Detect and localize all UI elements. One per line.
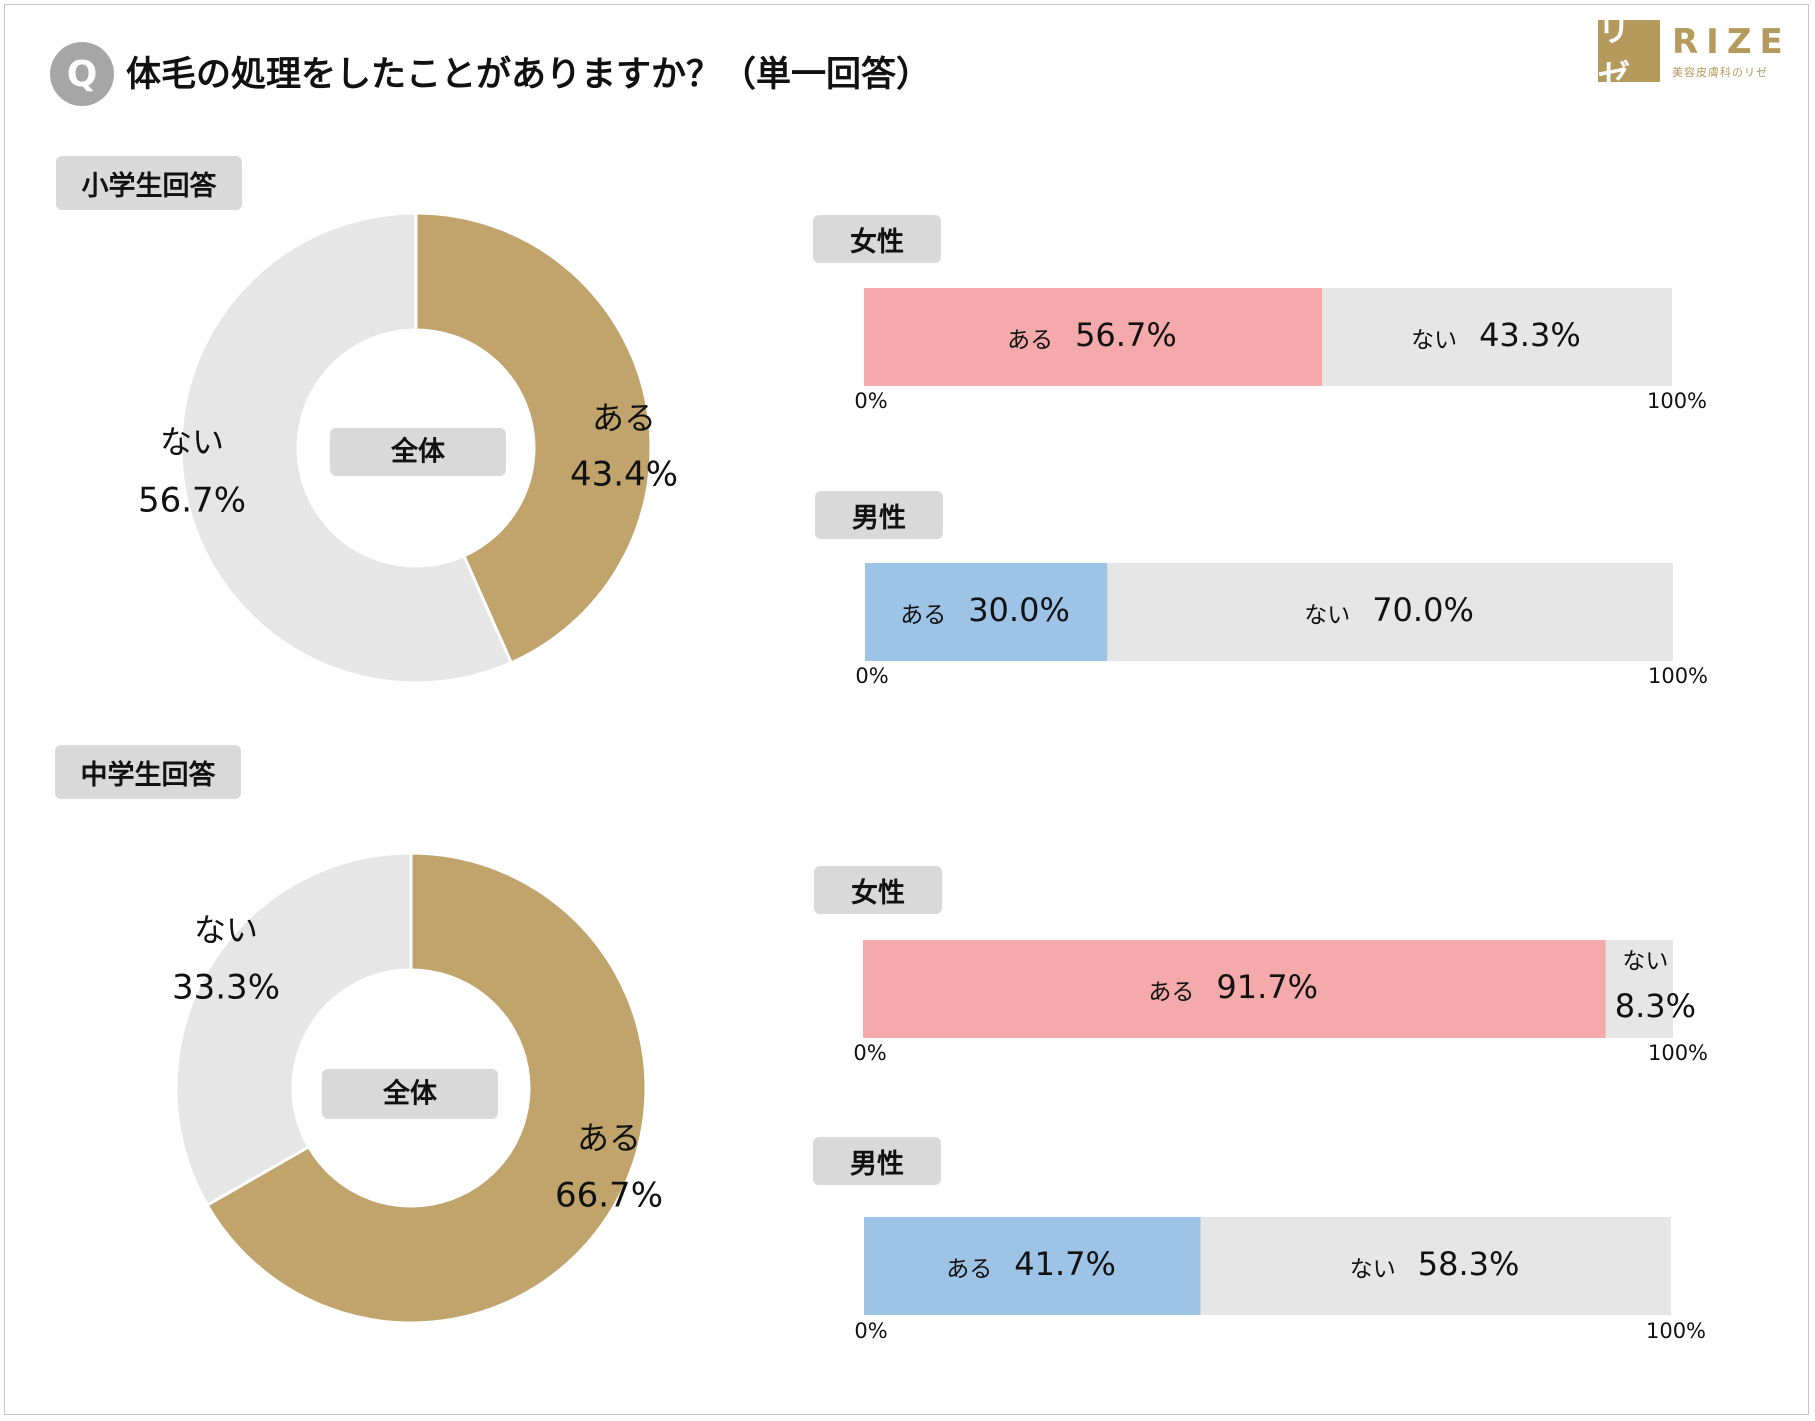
elementary-overall-slice-label-0: ある xyxy=(592,399,656,437)
junior-male-axis-max: 100% xyxy=(1646,1319,1706,1343)
junior-overall-center-tag xyxy=(322,1069,498,1119)
page-frame xyxy=(4,4,1809,1415)
junior-overall-slice-value-1: 33.3% xyxy=(172,968,280,1008)
elementary-female-segment-0 xyxy=(864,288,1323,386)
tag-junior-male: 男性 xyxy=(813,1137,941,1185)
junior-female-segment-1 xyxy=(1605,940,1673,1038)
junior-male-segment-value-0: 41.7% xyxy=(1014,1245,1116,1283)
junior-overall-slice-1 xyxy=(174,851,413,1208)
logo-subtitle: 美容皮膚科のリゼ xyxy=(1672,66,1768,79)
elementary-male-segment-1 xyxy=(1107,563,1673,661)
elementary-overall-slice-value-1: 56.7% xyxy=(138,481,246,521)
tag-elementary-female: 女性 xyxy=(813,215,941,263)
elementary-male-axis-max: 100% xyxy=(1648,664,1708,688)
elementary-female-segment-label-0: ある xyxy=(1007,328,1053,354)
elementary-female-segment-value-1: 43.3% xyxy=(1479,316,1581,354)
elementary-female-segment-label-1: ない xyxy=(1411,328,1457,354)
junior-female-segment-value-0: 91.7% xyxy=(1216,968,1318,1006)
junior-female-axis-min: 0% xyxy=(853,1041,886,1065)
section-tag-elementary: 小学生回答 xyxy=(56,156,242,210)
elementary-overall-slice-value-0: 43.4% xyxy=(570,455,678,495)
elementary-male-segment-label-1: ない xyxy=(1304,603,1350,629)
elementary-overall-slice-0 xyxy=(414,211,653,665)
tag-junior-female: 女性 xyxy=(814,866,942,914)
question-badge: Q xyxy=(50,42,114,106)
elementary-female-segment-1 xyxy=(1322,288,1672,386)
junior-overall-slice-label-1: ない xyxy=(194,911,258,949)
elementary-female-axis-min: 0% xyxy=(854,389,887,413)
elementary-overall-center-tag xyxy=(330,428,506,476)
junior-female-segment-label-0: ある xyxy=(1148,980,1194,1006)
junior-male-segment-value-1: 58.3% xyxy=(1418,1245,1520,1283)
question-title: 体毛の処理をしたことがありますか？（単一回答） xyxy=(126,55,932,95)
elementary-male-segment-value-0: 30.0% xyxy=(968,591,1070,629)
junior-male-segment-label-1: ない xyxy=(1350,1257,1396,1283)
elementary-overall-center-label: 全体 xyxy=(390,436,446,468)
junior-overall-center-label: 全体 xyxy=(382,1078,438,1110)
elementary-male-segment-label-0: ある xyxy=(900,603,946,629)
junior-female-segment-0 xyxy=(863,940,1606,1038)
elementary-male-segment-value-1: 70.0% xyxy=(1372,591,1474,629)
junior-male-segment-0 xyxy=(864,1217,1201,1315)
logo-wordmark: RIZE xyxy=(1672,22,1791,62)
junior-male-axis-min: 0% xyxy=(854,1319,887,1343)
junior-overall-slice-0 xyxy=(205,851,648,1325)
junior-male-segment-label-0: ある xyxy=(946,1257,992,1283)
elementary-overall-slice-label-1: ない xyxy=(160,423,224,461)
elementary-overall-slice-1 xyxy=(179,211,514,685)
elementary-male-segment-0 xyxy=(865,563,1108,661)
tag-elementary-male: 男性 xyxy=(815,491,943,539)
junior-female-segment-value-1: 8.3% xyxy=(1615,987,1696,1025)
junior-female-axis-max: 100% xyxy=(1648,1041,1708,1065)
elementary-female-axis-max: 100% xyxy=(1647,389,1707,413)
elementary-female-segment-value-0: 56.7% xyxy=(1075,316,1177,354)
elementary-male-axis-min: 0% xyxy=(855,664,888,688)
junior-male-segment-1 xyxy=(1200,1217,1671,1315)
junior-overall-slice-label-0: ある xyxy=(577,1119,641,1157)
section-tag-junior: 中学生回答 xyxy=(55,745,241,799)
junior-overall-slice-value-0: 66.7% xyxy=(555,1176,663,1216)
junior-female-segment-label-1: ない xyxy=(1622,949,1668,975)
